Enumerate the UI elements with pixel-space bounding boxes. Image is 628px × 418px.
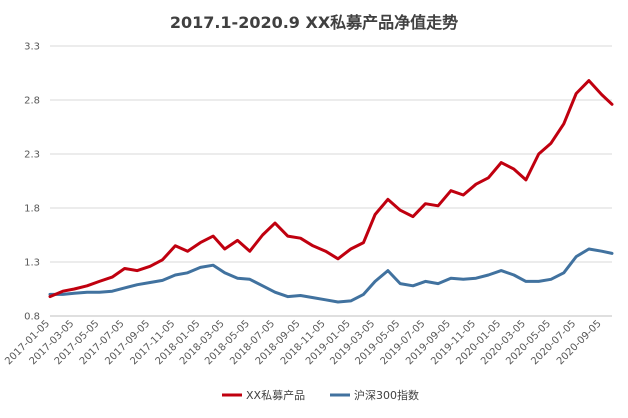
legend-label: XX私募产品 [246, 388, 305, 402]
series-lines [48, 79, 614, 304]
y-tick-label: 3.3 [24, 42, 40, 53]
legend-label: 沪深300指数 [354, 388, 419, 402]
y-tick-label: 1.3 [24, 258, 40, 269]
grid-lines [50, 45, 612, 263]
legend-item: XX私募产品 [222, 388, 305, 402]
legend-item: 沪深300指数 [330, 388, 419, 402]
y-tick-label: 2.8 [24, 96, 40, 107]
y-tick-label: 2.3 [24, 150, 40, 161]
y-tick-label: 0.8 [24, 312, 40, 323]
y-axis-tick-labels: 0.8 1.3 1.8 2.3 2.8 3.3 [24, 42, 40, 323]
series-line [48, 247, 614, 304]
x-axis-tick-labels: 2017-01-052017-03-052017-05-052017-07-05… [3, 318, 604, 367]
chart-title: 2017.1-2020.9 XX私募产品净值走势 [169, 13, 459, 32]
y-tick-label: 1.8 [24, 204, 40, 215]
series-line [48, 79, 614, 299]
legend: XX私募产品 沪深300指数 [222, 388, 419, 402]
